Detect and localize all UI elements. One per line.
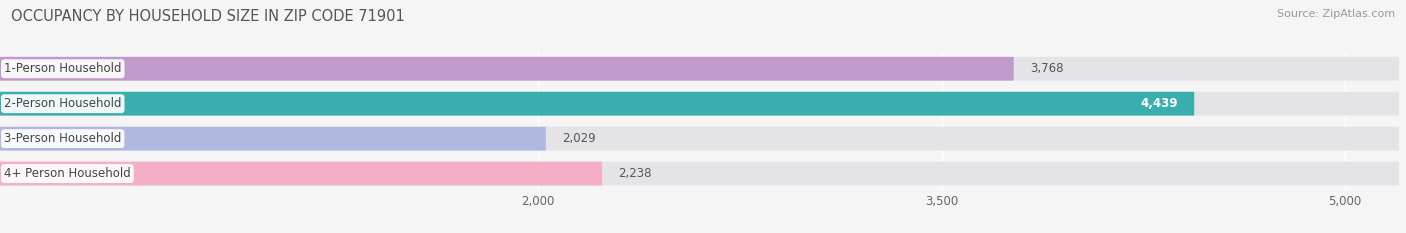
- Text: Source: ZipAtlas.com: Source: ZipAtlas.com: [1277, 9, 1395, 19]
- Text: 1-Person Household: 1-Person Household: [4, 62, 121, 75]
- FancyBboxPatch shape: [0, 92, 1194, 116]
- Text: 4,439: 4,439: [1140, 97, 1178, 110]
- FancyBboxPatch shape: [0, 127, 546, 151]
- FancyBboxPatch shape: [0, 127, 1399, 151]
- FancyBboxPatch shape: [0, 162, 1399, 185]
- Text: 3-Person Household: 3-Person Household: [4, 132, 121, 145]
- FancyBboxPatch shape: [0, 57, 1399, 81]
- Text: OCCUPANCY BY HOUSEHOLD SIZE IN ZIP CODE 71901: OCCUPANCY BY HOUSEHOLD SIZE IN ZIP CODE …: [11, 9, 405, 24]
- Text: 2-Person Household: 2-Person Household: [4, 97, 121, 110]
- Text: 2,238: 2,238: [619, 167, 652, 180]
- Text: 3,768: 3,768: [1029, 62, 1063, 75]
- FancyBboxPatch shape: [0, 57, 1014, 81]
- FancyBboxPatch shape: [0, 92, 1399, 116]
- Text: 2,029: 2,029: [562, 132, 596, 145]
- Text: 4+ Person Household: 4+ Person Household: [4, 167, 131, 180]
- FancyBboxPatch shape: [0, 162, 602, 185]
